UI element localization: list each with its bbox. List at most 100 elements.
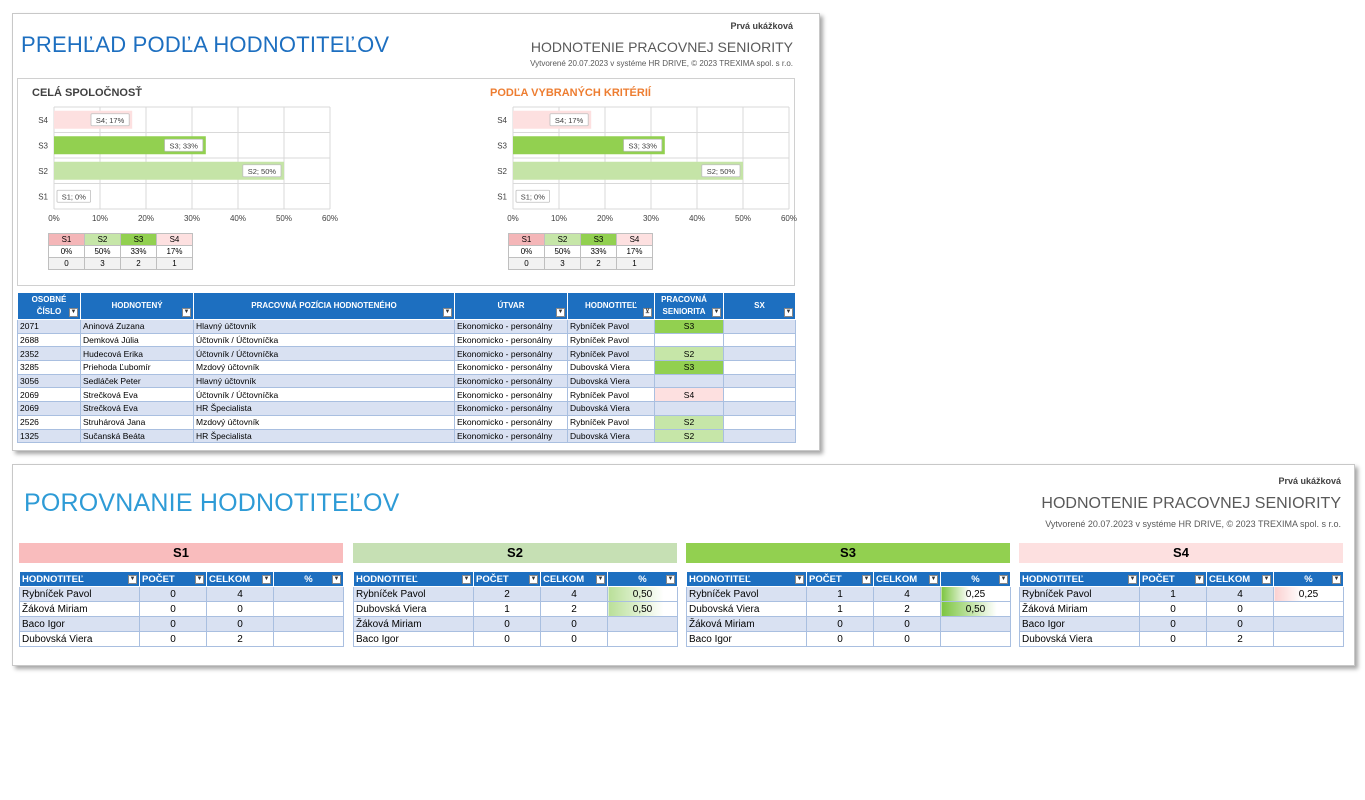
table-row[interactable]: Dubovská Viera 0 2 — [1019, 631, 1344, 647]
filter-dropdown-icon[interactable]: ▼ — [69, 308, 78, 317]
cell-rater[interactable]: Žáková Miriam — [1019, 601, 1140, 617]
cell-count[interactable]: 0 — [139, 586, 207, 602]
cell-total[interactable]: 0 — [540, 631, 608, 647]
cell-percent[interactable] — [273, 586, 344, 602]
table-row[interactable]: Dubovská Viera 1 2 0,50 — [686, 601, 1011, 617]
cell-rater[interactable]: Baco Igor — [1019, 616, 1140, 632]
cell-position[interactable]: Hlavný účtovník — [193, 319, 455, 334]
cell-evaluated[interactable]: Strečková Eva — [80, 401, 194, 416]
col-header-rater[interactable]: HODNOTITEĽ ▼ — [19, 571, 140, 587]
table-row[interactable]: 2069 Strečková Eva HR Špecialista Ekonomick… — [17, 401, 796, 416]
cell-evaluated[interactable]: Demková Júlia — [80, 332, 194, 348]
col-header-rater[interactable]: HODNOTITEĽ ▼ — [353, 571, 474, 587]
col-header-sx[interactable]: SX ▼ — [723, 292, 796, 320]
cell-rater[interactable]: Rybníček Pavol — [567, 319, 655, 334]
cell-percent[interactable] — [607, 616, 678, 632]
filter-dropdown-icon[interactable]: ▼ — [332, 575, 341, 584]
cell-percent[interactable]: 0,50 — [607, 601, 678, 617]
cell-total[interactable]: 2 — [540, 601, 608, 617]
cell-total[interactable]: 0 — [1206, 601, 1274, 617]
table-row[interactable]: 2071 Aninová Zuzana Hlavný účtovník Ekonomi… — [17, 319, 796, 334]
filter-dropdown-icon[interactable]: ▼ — [666, 575, 675, 584]
cell-unit[interactable]: Ekonomicko - personálny — [454, 401, 568, 416]
table-row[interactable]: Baco Igor 0 0 — [353, 631, 678, 647]
cell-percent[interactable]: 0,50 — [607, 586, 678, 602]
cell-rater[interactable]: Dubovská Viera — [686, 601, 807, 617]
cell-count[interactable]: 1 — [1139, 586, 1207, 602]
table-row[interactable]: Baco Igor 0 0 — [19, 616, 344, 632]
cell-percent[interactable] — [607, 631, 678, 647]
col-header-total[interactable]: CELKOM ▼ — [206, 571, 274, 587]
cell-position[interactable]: Účtovník / Účtovníčka — [193, 332, 455, 348]
cell-id[interactable]: 2071 — [17, 319, 81, 334]
col-header-percent[interactable]: % ▼ — [1273, 571, 1344, 587]
cell-rater[interactable]: Rybníček Pavol — [353, 586, 474, 602]
col-header-count[interactable]: POČET ▼ — [473, 571, 541, 587]
cell-unit[interactable]: Ekonomicko - personálny — [454, 360, 568, 375]
cell-total[interactable]: 0 — [540, 616, 608, 632]
col-header-id[interactable]: OSOBNÉ ČÍSLO ▼ — [17, 292, 81, 320]
cell-rater[interactable]: Dubovská Viera — [19, 631, 140, 647]
cell-position[interactable]: Hlavný účtovník — [193, 373, 455, 389]
cell-id[interactable]: 3056 — [17, 373, 81, 389]
cell-count[interactable]: 0 — [1139, 616, 1207, 632]
filter-dropdown-icon[interactable]: ▼ — [929, 575, 938, 584]
cell-evaluated[interactable]: Sedláček Peter — [80, 373, 194, 389]
cell-count[interactable]: 0 — [806, 631, 874, 647]
col-header-percent[interactable]: % ▼ — [273, 571, 344, 587]
cell-count[interactable]: 0 — [139, 616, 207, 632]
table-row[interactable]: 2688 Demková Júlia Účtovník / Účtovníčka Ek… — [17, 332, 796, 348]
table-row[interactable]: 2352 Hudecová Erika Účtovník / Účtovníčka E… — [17, 346, 796, 362]
cell-percent[interactable]: 0,50 — [940, 601, 1011, 617]
filter-dropdown-icon[interactable]: ▼ — [1332, 575, 1341, 584]
col-header-count[interactable]: POČET ▼ — [806, 571, 874, 587]
cell-count[interactable]: 2 — [473, 586, 541, 602]
filter-dropdown-icon[interactable]: ▼ — [195, 575, 204, 584]
cell-sx[interactable] — [723, 319, 796, 334]
table-row[interactable]: Baco Igor 0 0 — [686, 631, 1011, 647]
cell-position[interactable]: Účtovník / Účtovníčka — [193, 346, 455, 362]
col-header-total[interactable]: CELKOM ▼ — [1206, 571, 1274, 587]
cell-evaluated[interactable]: Strečková Eva — [80, 387, 194, 403]
col-header-total[interactable]: CELKOM ▼ — [540, 571, 608, 587]
table-row[interactable]: Dubovská Viera 0 2 — [19, 631, 344, 647]
table-row[interactable]: 3285 Priehoda Ľubomír Mzdový účtovník Ekono… — [17, 360, 796, 375]
cell-id[interactable]: 1325 — [17, 428, 81, 444]
cell-sx[interactable] — [723, 414, 796, 430]
cell-seniority[interactable]: S4 — [654, 387, 724, 403]
col-header-seniority[interactable]: PRACOVNÁ SENIORITA ▼ — [654, 292, 724, 320]
table-row[interactable]: 1325 Sučanská Beáta HR Špecialista Ekonomic… — [17, 428, 796, 444]
col-header-unit[interactable]: ÚTVAR ▼ — [454, 292, 568, 320]
filter-active-icon[interactable]: ⊻ — [643, 308, 652, 317]
cell-total[interactable]: 4 — [873, 586, 941, 602]
cell-rater[interactable]: Rybníček Pavol — [1019, 586, 1140, 602]
cell-seniority[interactable]: S3 — [654, 360, 724, 375]
cell-sx[interactable] — [723, 373, 796, 389]
filter-dropdown-icon[interactable]: ▼ — [1195, 575, 1204, 584]
cell-total[interactable]: 4 — [206, 586, 274, 602]
table-row[interactable]: 2069 Strečková Eva Účtovník / Účtovníčka Ek… — [17, 387, 796, 403]
cell-percent[interactable] — [1273, 616, 1344, 632]
cell-seniority[interactable]: S2 — [654, 414, 724, 430]
filter-dropdown-icon[interactable]: ▼ — [784, 308, 793, 317]
cell-rater[interactable]: Baco Igor — [686, 631, 807, 647]
cell-id[interactable]: 2526 — [17, 414, 81, 430]
cell-seniority[interactable]: S3 — [654, 319, 724, 334]
cell-evaluated[interactable]: Struhárová Jana — [80, 414, 194, 430]
cell-total[interactable]: 2 — [1206, 631, 1274, 647]
cell-seniority[interactable]: S2 — [654, 428, 724, 444]
cell-total[interactable]: 0 — [1206, 616, 1274, 632]
table-row[interactable]: Žáková Miriam 0 0 — [686, 616, 1011, 632]
cell-total[interactable]: 0 — [873, 616, 941, 632]
filter-dropdown-icon[interactable]: ▼ — [596, 575, 605, 584]
cell-seniority[interactable] — [654, 332, 724, 348]
filter-dropdown-icon[interactable]: ▼ — [529, 575, 538, 584]
cell-rater[interactable]: Dubovská Viera — [1019, 631, 1140, 647]
cell-evaluated[interactable]: Sučanská Beáta — [80, 428, 194, 444]
cell-unit[interactable]: Ekonomicko - personálny — [454, 387, 568, 403]
cell-sx[interactable] — [723, 387, 796, 403]
cell-seniority[interactable] — [654, 373, 724, 389]
cell-unit[interactable]: Ekonomicko - personálny — [454, 373, 568, 389]
cell-id[interactable]: 2352 — [17, 346, 81, 362]
cell-position[interactable]: HR Špecialista — [193, 428, 455, 444]
